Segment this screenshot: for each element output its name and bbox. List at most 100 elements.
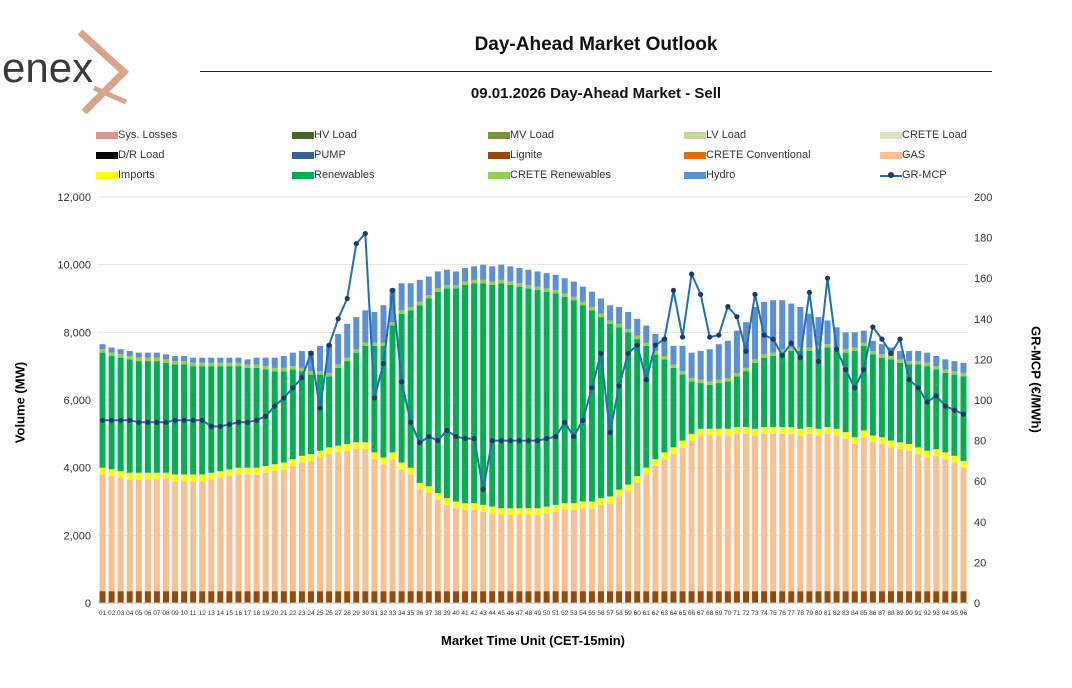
bar-imports [897,442,904,450]
bar-crete-renewables [362,342,369,346]
bar-gas [752,435,759,592]
bar-renewables [942,372,949,453]
bar-renewables [897,362,904,443]
bar-hydro [860,330,867,343]
bar-imports [117,471,124,478]
bar-renewables [362,345,369,443]
bar-crete-renewables [607,320,614,324]
x-tick-label: 13 [208,610,216,617]
bar-imports [588,501,595,509]
bar-hydro [897,350,904,360]
gr-mcp-point [607,429,613,436]
x-tick-label: 77 [788,610,796,617]
bar-hydro [135,352,142,358]
bar-gas [570,509,577,592]
bar-crete-renewables [860,342,867,346]
gr-mcp-point [698,291,704,298]
bar-hydro [462,268,469,282]
gr-mcp-point [679,334,686,340]
gr-mcp-point [263,413,269,419]
gr-mcp-point [136,419,142,425]
bar-renewables [797,350,804,429]
x-tick-label: 21 [280,610,288,617]
bar-imports [643,467,650,475]
bar-imports [534,508,541,516]
bar-hydro [416,279,423,302]
bar-lignite [462,591,469,603]
bar-gas [661,459,668,592]
bar-gas [253,474,260,592]
bar-renewables [117,357,124,472]
bar-imports [733,427,740,434]
bar-renewables [407,310,414,468]
bar-hydro [289,352,296,367]
bar-crete-renewables [416,301,423,306]
bar-hydro [806,313,813,348]
y-tick-label: 4,000 [63,463,91,475]
x-tick-label: 03 [117,610,125,617]
bar-crete-renewables [597,313,604,318]
gr-mcp-point [408,419,414,425]
bar-gas [534,515,541,592]
bar-hydro [842,332,849,350]
bar-lignite [797,591,804,603]
bar-renewables [851,350,858,438]
legend-swatch [292,172,314,179]
bar-lignite [172,591,179,603]
bar-hydro [833,327,840,348]
x-tick-label: 48 [525,610,533,617]
bar-crete-renewables [253,364,260,368]
y2-tick-label: 80 [974,436,986,448]
bar-hydro [99,344,106,350]
bar-lignite [244,591,251,603]
legend-swatch [96,172,118,179]
legend-label: Lignite [510,149,543,161]
x-tick-label: 12 [199,610,207,617]
bar-renewables [951,374,958,456]
gr-mcp-point [308,350,314,356]
bar-renewables [162,362,169,473]
bar-imports [924,450,931,458]
bar-hydro [181,356,188,362]
x-tick-label: 62 [652,610,660,617]
bar-gas [181,481,188,592]
gr-mcp-point [172,417,178,423]
bar-crete-renewables [244,364,251,368]
bar-crete-renewables [733,372,740,377]
bar-hydro [652,334,659,351]
bar-gas [670,454,677,592]
gr-mcp-point [335,316,341,322]
bar-lignite [779,591,786,603]
x-tick-label: 40 [452,610,460,617]
bar-gas [634,482,641,592]
bar-imports [697,428,704,436]
bar-renewables [298,371,305,456]
gr-mcp-point [725,304,731,310]
bar-hydro [906,350,913,362]
bar-crete-renewables [298,367,305,372]
bar-gas [335,452,342,592]
bar-lignite [915,591,922,603]
bar-hydro [434,271,441,289]
gr-mcp-point [924,399,930,405]
bar-lignite [416,591,423,603]
bar-gas [462,509,469,592]
bar-hydro [471,266,478,280]
bar-hydro [915,350,922,362]
bar-imports [235,467,242,475]
bar-imports [634,476,641,483]
bar-crete-renewables [588,306,595,311]
gr-mcp-point [389,287,396,293]
bar-gas [561,509,568,592]
bar-crete-renewables [842,349,849,353]
bar-hydro [199,357,206,363]
gr-mcp-point [489,438,495,444]
bar-lignite [697,591,704,603]
x-tick-label: 67 [697,610,705,617]
bar-lignite [335,591,342,603]
bar-imports [317,450,324,458]
x-tick-label: 88 [887,610,895,617]
legend-label: HV Load [314,129,357,141]
bar-hydro [552,274,559,291]
y-tick-label: 10,000 [57,260,91,272]
